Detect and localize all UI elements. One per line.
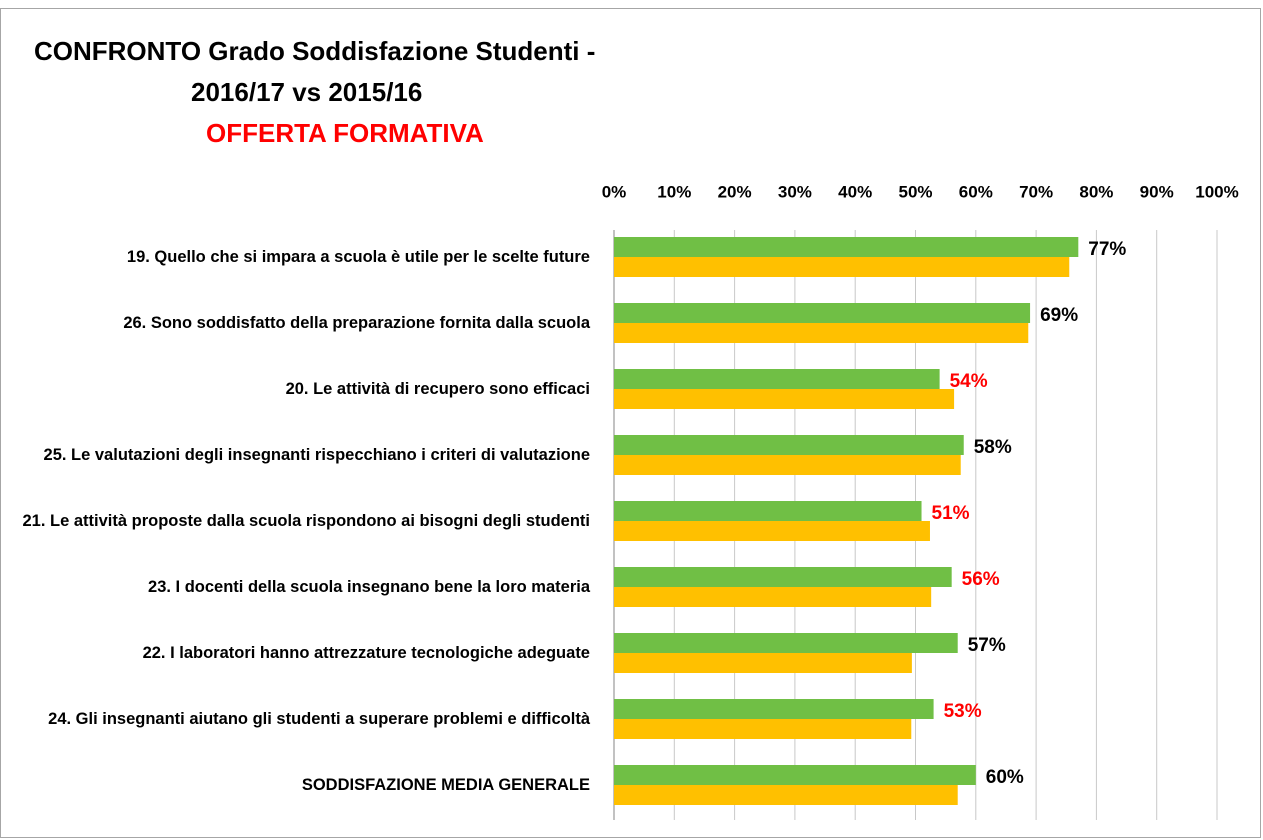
category-label: 25. Le valutazioni degli insegnanti risp… [43,446,590,464]
x-tick-label: 60% [959,182,993,201]
value-label: 53% [944,701,982,722]
bar [614,719,912,739]
x-tick-label: 0% [602,182,627,201]
x-tick-label: 90% [1140,182,1174,201]
x-tick-label: 30% [778,182,812,201]
x-tick-label: 20% [718,182,752,201]
chart-subtitle: OFFERTA FORMATIVA [206,118,484,148]
bar [614,501,922,521]
bar [614,237,1079,257]
bar [614,633,958,653]
bar [614,699,934,719]
value-label: 60% [986,767,1024,788]
bar [614,567,952,587]
category-label: 20. Le attività di recupero sono efficac… [285,380,590,398]
category-label: 24. Gli insegnanti aiutano gli studenti … [48,710,590,728]
category-label: 22. I laboratori hanno attrezzature tecn… [142,644,590,662]
bar [614,435,964,455]
value-label: 56% [962,569,1000,590]
bar [614,653,912,673]
value-label: 69% [1040,305,1078,326]
value-label: 54% [950,371,988,392]
bar [614,389,955,409]
category-label: SODDISFAZIONE MEDIA GENERALE [301,776,590,794]
value-label: 77% [1088,239,1126,260]
category-label: 21. Le attività proposte dalla scuola ri… [22,512,591,530]
x-tick-label: 10% [657,182,691,201]
chart-title: CONFRONTO Grado Soddisfazione Studenti - [34,36,596,66]
x-tick-label: 100% [1195,182,1238,201]
bar [614,369,940,389]
x-tick-label: 80% [1079,182,1113,201]
bar [614,521,930,541]
bar [614,785,958,805]
bar [614,303,1031,323]
value-label: 51% [932,503,970,524]
value-label: 57% [968,635,1006,656]
bar [614,587,932,607]
bar [614,765,976,785]
category-label: 23. I docenti della scuola insegnano ben… [148,578,590,596]
bar [614,455,961,475]
bar [614,323,1029,343]
category-label: 19. Quello che si impara a scuola è util… [126,248,590,266]
bar [614,257,1070,277]
chart-title: 2016/17 vs 2015/16 [191,77,423,107]
category-label: 26. Sono soddisfatto della preparazione … [123,314,590,332]
value-label: 58% [974,437,1012,458]
x-tick-label: 40% [838,182,872,201]
chart-frame [0,8,1261,838]
x-tick-label: 50% [898,182,932,201]
x-tick-label: 70% [1019,182,1053,201]
